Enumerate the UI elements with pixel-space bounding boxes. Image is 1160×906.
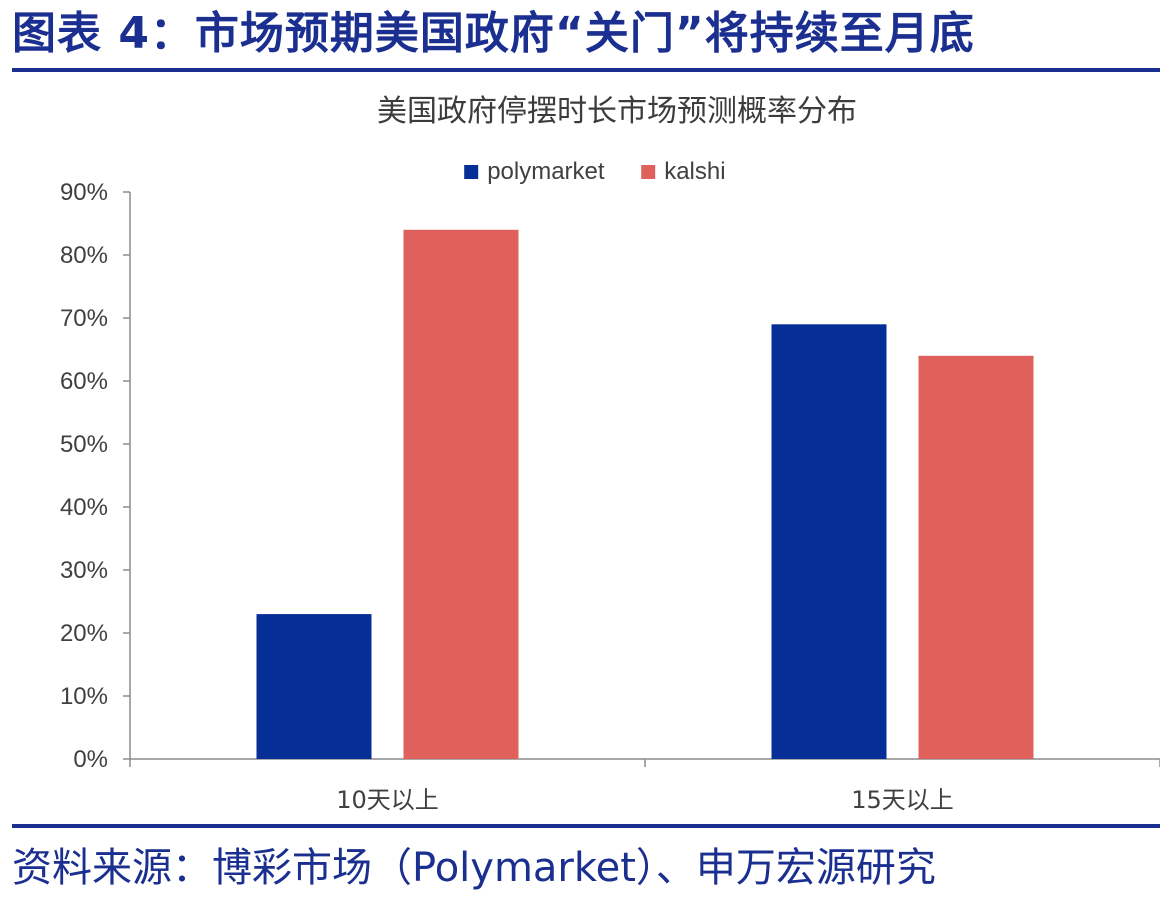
legend-label-kalshi: kalshi bbox=[664, 158, 725, 185]
legend-swatch-kalshi bbox=[641, 165, 656, 179]
figure-title: 图表 4：市场预期美国政府“关门”将持续至月底 bbox=[12, 8, 975, 59]
y-tick-label: 20% bbox=[60, 620, 108, 647]
y-tick-label: 40% bbox=[60, 494, 108, 521]
y-tick-label: 80% bbox=[60, 242, 108, 269]
bar-kalshi-1 bbox=[403, 229, 519, 760]
y-tick-label: 60% bbox=[60, 368, 108, 395]
y-tick-label: 0% bbox=[73, 746, 108, 773]
legend-label-polymarket: polymarket bbox=[487, 158, 605, 185]
y-tick-label: 70% bbox=[60, 305, 108, 332]
y-tick-label: 90% bbox=[60, 179, 108, 206]
legend: polymarket kalshi bbox=[464, 158, 726, 185]
y-tick-label: 10% bbox=[60, 683, 108, 710]
bar-chart: 美国政府停摆时长市场预测概率分布 polymarket kalshi 0% 10% 2… bbox=[60, 94, 1160, 814]
y-tick-label: 30% bbox=[60, 557, 108, 584]
bar-kalshi-2 bbox=[918, 355, 1034, 759]
source-note: 资料来源：博彩市场（Polymarket）、申万宏源研究 bbox=[12, 845, 936, 891]
legend-swatch-polymarket bbox=[464, 165, 479, 179]
source-divider bbox=[12, 824, 1160, 828]
x-category-label: 10天以上 bbox=[336, 786, 439, 814]
x-category-label: 15天以上 bbox=[851, 786, 954, 814]
y-tick-label: 50% bbox=[60, 431, 108, 458]
chart-title: 美国政府停摆时长市场预测概率分布 bbox=[377, 94, 857, 129]
bars bbox=[256, 229, 1034, 760]
bar-polymarket-2 bbox=[771, 324, 887, 759]
bar-polymarket-1 bbox=[256, 614, 372, 759]
title-divider bbox=[12, 68, 1160, 72]
